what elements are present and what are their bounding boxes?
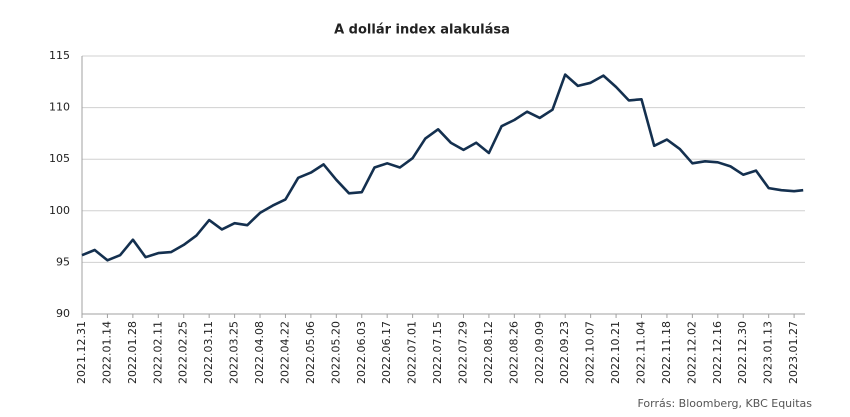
x-tick-label: 2022.02.11 (151, 321, 164, 384)
x-tick-label: 2022.07.01 (406, 321, 419, 384)
data-line (81, 73, 804, 262)
chart-title: A dollár index alakulása (334, 23, 510, 38)
x-tick-label: 2022.03.11 (202, 321, 215, 384)
x-tick-label: 2022.12.16 (711, 321, 724, 384)
x-tick-label: 2022.05.06 (304, 321, 317, 384)
x-tick-label: 2022.09.09 (533, 321, 546, 384)
x-tick-label: 2022.11.18 (660, 321, 673, 384)
x-tick-label: 2022.09.23 (558, 321, 571, 384)
x-tick-label: 2022.03.25 (228, 321, 241, 384)
y-tick-label: 105 (49, 152, 70, 165)
x-tick-label: 2023.01.13 (762, 321, 775, 384)
x-tick-label: 2022.06.17 (380, 321, 393, 384)
x-tick-label: 2022.06.03 (355, 321, 368, 384)
x-tick-label: 2022.12.02 (685, 321, 698, 384)
x-tick-label: 2022.07.15 (431, 321, 444, 384)
x-tick-label: 2022.01.28 (126, 321, 139, 384)
x-tick-label: 2022.11.04 (635, 321, 648, 384)
x-tick-label: 2022.04.08 (253, 321, 266, 384)
x-tick-label: 2022.08.26 (507, 321, 520, 384)
x-tick-label: 2022.10.21 (609, 321, 622, 384)
x-tick-label: 2023.01.27 (787, 321, 800, 384)
x-tick-label: 2022.10.07 (584, 321, 597, 384)
x-tick-label: 2022.04.22 (278, 321, 291, 384)
source: Forrás: Bloomberg, KBC Equitas (637, 397, 812, 410)
x-tick-label: 2022.02.25 (177, 321, 190, 384)
y-tick-label: 90 (56, 307, 70, 320)
y-tick-label: 110 (49, 101, 70, 114)
x-tick-label: 2022.01.14 (100, 321, 113, 384)
y-tick-label: 100 (49, 204, 70, 217)
x-tick-label: 2021.12.31 (75, 321, 88, 384)
y-tick-label: 115 (49, 49, 70, 62)
x-tick-label: 2022.07.29 (456, 321, 469, 384)
x-tick-label: 2022.05.20 (329, 321, 342, 384)
x-tick-label: 2022.12.30 (736, 321, 749, 384)
x-tick-label: 2022.08.12 (482, 321, 495, 384)
y-tick-label: 95 (56, 255, 70, 268)
